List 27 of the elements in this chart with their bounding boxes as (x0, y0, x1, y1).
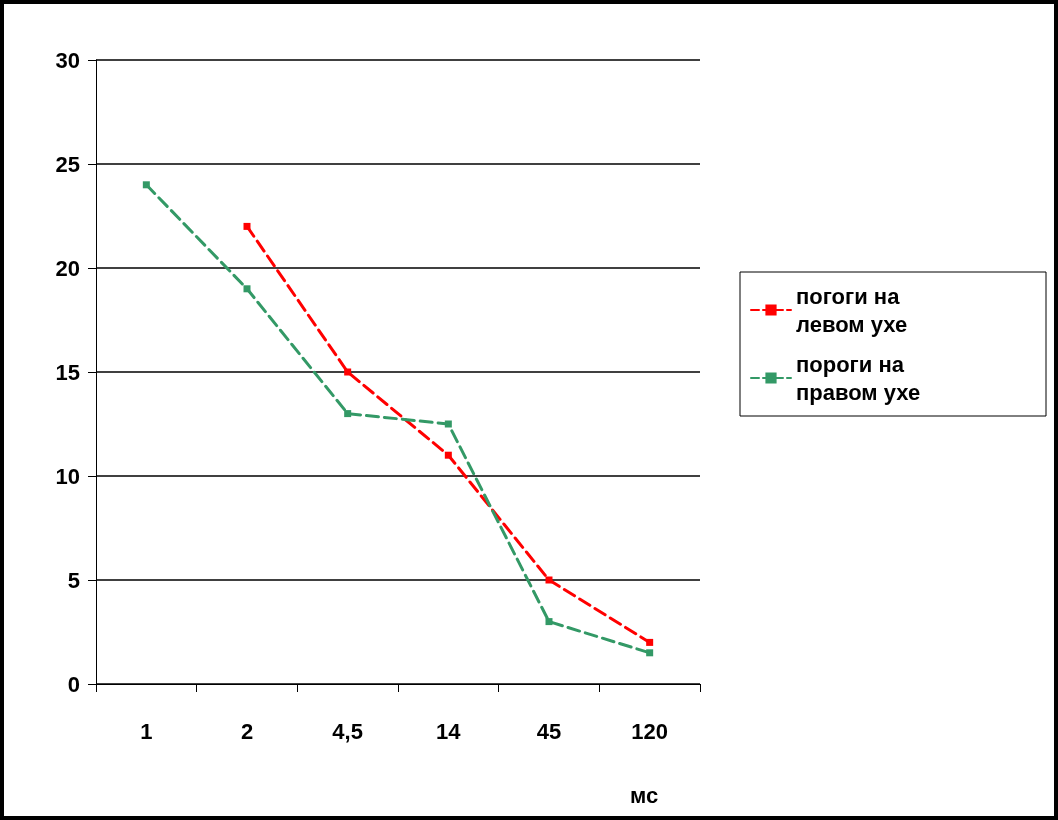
point (142, 181, 150, 189)
point (646, 649, 654, 657)
x-tick-label: 2 (240, 718, 254, 744)
y-tick-label: 20 (55, 255, 80, 281)
point (646, 638, 654, 646)
point (545, 618, 553, 626)
point (444, 420, 452, 428)
y-tick-label: 0 (67, 671, 80, 697)
y-tick-label: 25 (55, 151, 80, 177)
point (243, 222, 251, 230)
legend-label: погоги на левом ухе (796, 283, 908, 337)
y-tick-label: 30 (55, 47, 80, 73)
x-tick-label: 14 (436, 718, 462, 744)
point (444, 451, 452, 459)
y-tick-label: 15 (55, 359, 80, 385)
x-tick-label: 45 (536, 718, 562, 744)
point (344, 368, 352, 376)
x-tick-label: 120 (631, 718, 669, 744)
y-tick-label: 5 (67, 567, 80, 593)
x-tick-label: 4,5 (332, 718, 363, 744)
point (545, 576, 553, 584)
x-tick-label: 1 (140, 718, 153, 744)
point (344, 410, 352, 418)
point (243, 285, 251, 293)
y-tick-label: 10 (55, 463, 80, 489)
x-axis-title: мс (630, 782, 659, 808)
legend-label: пороги на правом ухе (796, 351, 921, 405)
